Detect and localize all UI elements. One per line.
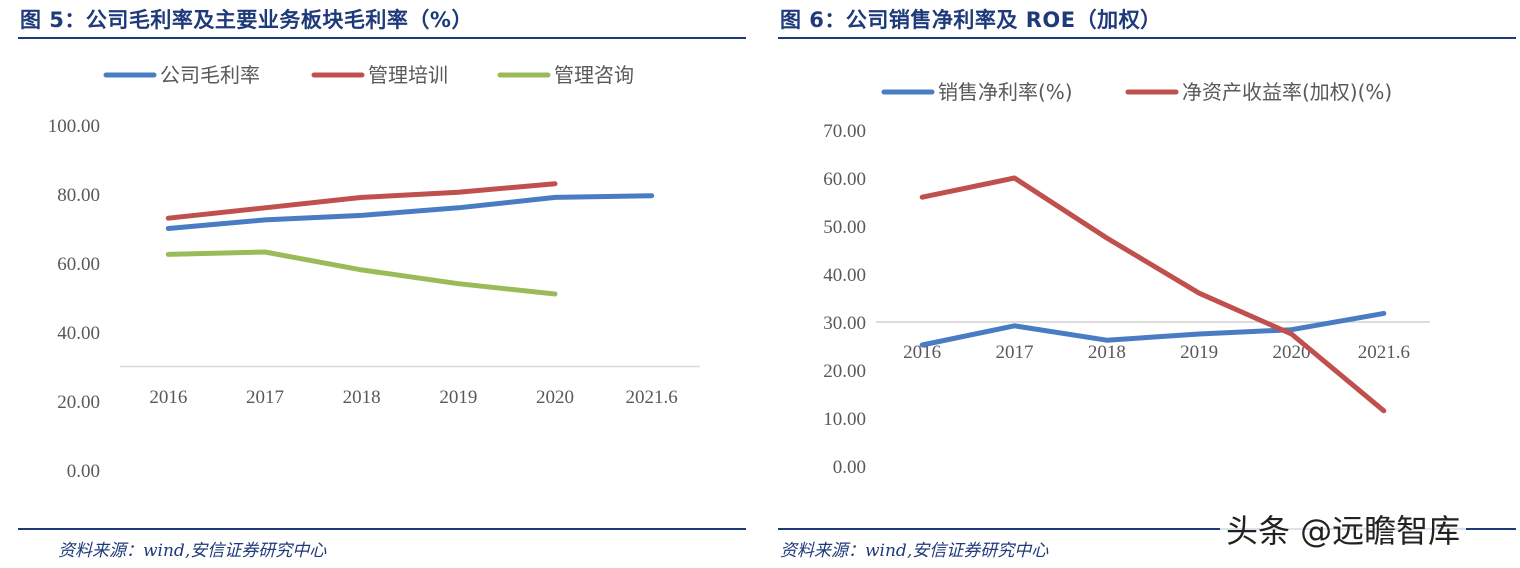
title-divider <box>778 37 1516 39</box>
y-tick-label: 80.00 <box>57 185 100 206</box>
x-tick-label: 2021.6 <box>626 387 678 408</box>
x-tick-label: 2020 <box>536 387 574 408</box>
y-tick-label: 0.00 <box>67 461 100 482</box>
gross-margin-line-chart: 100.00 80.00 60.00 40.00 20.00 0.00 2016 2017 20… <box>48 63 700 482</box>
series-line-2 <box>165 181 558 221</box>
y-tick-label: 10.00 <box>823 409 866 430</box>
title-divider <box>18 37 746 39</box>
chart-panel-gross-margin: 图 5：公司毛利率及主要业务板块毛利率（%） 100.00 80.00 60.00 4… <box>18 0 746 568</box>
x-tick-label: 2018 <box>343 387 381 408</box>
chart-title: 图 6：公司销售净利率及 ROE（加权） <box>780 8 1162 32</box>
x-tick-label: 2019 <box>439 387 477 408</box>
net-margin-roe-line-chart: 70.00 60.00 50.00 40.00 30.00 20.00 10.00 0.00 2… <box>823 80 1430 478</box>
chart-title: 图 5：公司毛利率及主要业务板块毛利率（%） <box>20 8 473 32</box>
y-tick-label: 70.00 <box>823 121 866 142</box>
source-note: 资料来源：wind,安信证券研究中心 <box>58 541 327 561</box>
legend-label: 管理咨询 <box>554 63 634 87</box>
y-tick-label: 60.00 <box>823 169 866 190</box>
legend-label: 管理培训 <box>368 63 448 87</box>
series-line-1 <box>919 310 1387 348</box>
x-tick-label: 2019 <box>1180 342 1218 363</box>
source-divider <box>18 528 746 530</box>
series-line-1 <box>165 193 655 231</box>
y-tick-label: 40.00 <box>823 265 866 286</box>
legend-label: 销售净利率(%) <box>938 80 1073 104</box>
x-tick-label: 2017 <box>996 342 1034 363</box>
y-tick-label: 20.00 <box>57 392 100 413</box>
chart-panel-net-margin-roe: 图 6：公司销售净利率及 ROE（加权） 70.00 60.00 50.00 40.0… <box>778 0 1516 568</box>
y-tick-label: 20.00 <box>823 361 866 382</box>
x-tick-label: 2017 <box>246 387 284 408</box>
source-note: 资料来源：wind,安信证券研究中心 <box>780 541 1049 561</box>
source-divider <box>778 528 1516 530</box>
series-line-2 <box>919 175 1387 414</box>
x-tick-label: 2018 <box>1088 342 1126 363</box>
x-tick-label: 2016 <box>903 342 941 363</box>
y-tick-label: 50.00 <box>823 217 866 238</box>
y-tick-label: 0.00 <box>833 457 866 478</box>
legend-label: 净资产收益率(加权)(%) <box>1182 80 1392 104</box>
x-tick-label: 2021.6 <box>1358 342 1410 363</box>
series-line-3 <box>165 249 558 297</box>
y-tick-label: 100.00 <box>48 116 100 137</box>
y-tick-label: 30.00 <box>823 313 866 334</box>
legend-label: 公司毛利率 <box>160 63 260 87</box>
x-tick-label: 2016 <box>149 387 187 408</box>
y-tick-label: 60.00 <box>57 254 100 275</box>
x-tick-label: 2020 <box>1273 342 1311 363</box>
watermark-text: 头条 @远瞻智库 <box>1220 506 1467 552</box>
y-tick-label: 40.00 <box>57 323 100 344</box>
